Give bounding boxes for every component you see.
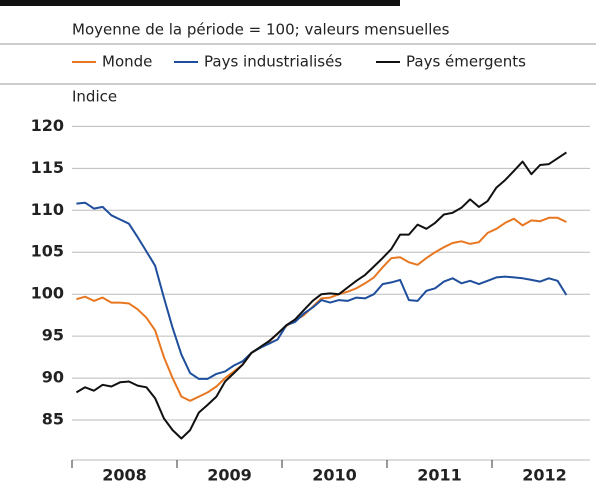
y-tick-label: 95 (42, 326, 64, 345)
x-tick-label: 2011 (417, 466, 462, 485)
legend-label: Pays émergents (406, 53, 526, 71)
y-tick-label: 120 (31, 116, 64, 135)
series-line (75, 151, 567, 440)
x-tick-label: 2012 (522, 466, 567, 485)
series-line (76, 216, 567, 402)
y-tick-label: 90 (42, 368, 64, 387)
series-line (76, 201, 568, 380)
y-tick-label: 100 (31, 284, 64, 303)
y-tick-label: 110 (31, 200, 64, 219)
y-tick-label: 115 (31, 158, 64, 177)
subtitle: Moyenne de la période = 100; valeurs men… (72, 21, 450, 39)
x-tick-label: 2010 (312, 466, 357, 485)
legend-label: Monde (102, 53, 152, 71)
y-axis-label: Indice (72, 88, 117, 106)
x-tick-label: 2008 (102, 466, 147, 485)
header-bar (0, 0, 400, 6)
x-tick-label: 2009 (207, 466, 252, 485)
y-tick-label: 105 (31, 242, 64, 261)
legend-label: Pays industrialisés (204, 53, 342, 71)
y-tick-label: 85 (42, 410, 64, 429)
